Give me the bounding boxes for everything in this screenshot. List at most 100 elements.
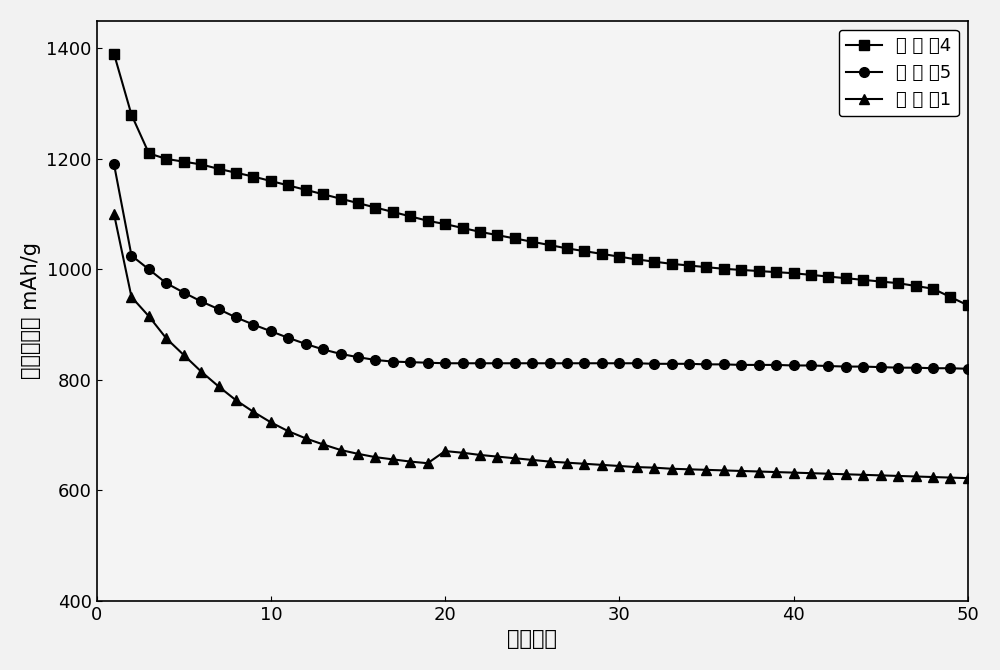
对 比 例1	[840, 470, 852, 478]
对 比 例1	[561, 459, 573, 467]
对 比 例1	[108, 210, 120, 218]
实 施 例4	[544, 241, 556, 249]
实 施 例5	[544, 359, 556, 367]
实 施 例4	[753, 267, 765, 275]
实 施 例4	[962, 302, 974, 310]
对 比 例1	[509, 454, 521, 462]
实 施 例4	[666, 260, 678, 268]
实 施 例5	[387, 358, 399, 366]
实 施 例5	[317, 346, 329, 354]
实 施 例4	[195, 160, 207, 168]
对 比 例1	[613, 462, 625, 470]
实 施 例4	[265, 177, 277, 185]
实 施 例5	[927, 364, 939, 373]
对 比 例1	[335, 446, 347, 454]
实 施 例5	[404, 358, 416, 366]
实 施 例4	[230, 169, 242, 177]
实 施 例5	[230, 314, 242, 322]
实 施 例5	[613, 359, 625, 367]
实 施 例4	[247, 173, 259, 181]
实 施 例5	[788, 361, 800, 369]
实 施 例4	[369, 204, 381, 212]
对 比 例1	[735, 467, 747, 475]
实 施 例4	[561, 245, 573, 253]
对 比 例1	[247, 408, 259, 416]
对 比 例1	[143, 312, 155, 320]
实 施 例4	[143, 149, 155, 157]
对 比 例1	[666, 465, 678, 473]
实 施 例5	[596, 359, 608, 367]
Line: 对 比 例1: 对 比 例1	[109, 209, 973, 483]
实 施 例5	[770, 361, 782, 369]
实 施 例5	[857, 362, 869, 371]
实 施 例5	[944, 364, 956, 373]
对 比 例1	[300, 434, 312, 442]
实 施 例5	[509, 359, 521, 367]
实 施 例5	[683, 360, 695, 368]
对 比 例1	[805, 469, 817, 477]
对 比 例1	[457, 449, 469, 457]
实 施 例5	[143, 265, 155, 273]
实 施 例5	[160, 279, 172, 287]
实 施 例4	[596, 250, 608, 258]
实 施 例4	[770, 268, 782, 276]
Line: 实 施 例4: 实 施 例4	[109, 49, 973, 310]
实 施 例5	[108, 160, 120, 168]
实 施 例5	[666, 360, 678, 368]
实 施 例4	[927, 285, 939, 293]
对 比 例1	[439, 447, 451, 455]
实 施 例5	[631, 359, 643, 367]
对 比 例1	[317, 440, 329, 448]
实 施 例5	[335, 350, 347, 358]
对 比 例1	[753, 468, 765, 476]
实 施 例5	[457, 359, 469, 367]
对 比 例1	[927, 473, 939, 481]
对 比 例1	[352, 450, 364, 458]
实 施 例4	[631, 255, 643, 263]
实 施 例4	[352, 199, 364, 207]
实 施 例4	[300, 186, 312, 194]
对 比 例1	[596, 461, 608, 469]
实 施 例4	[822, 273, 834, 281]
实 施 例4	[439, 220, 451, 228]
对 比 例1	[404, 458, 416, 466]
实 施 例5	[439, 359, 451, 367]
实 施 例4	[613, 253, 625, 261]
对 比 例1	[944, 474, 956, 482]
实 施 例5	[648, 360, 660, 368]
对 比 例1	[213, 383, 225, 391]
对 比 例1	[178, 351, 190, 359]
实 施 例4	[108, 50, 120, 58]
实 施 例5	[892, 364, 904, 372]
实 施 例5	[178, 289, 190, 297]
对 比 例1	[265, 418, 277, 426]
对 比 例1	[195, 368, 207, 376]
Legend: 实 施 例4, 实 施 例5, 对 比 例1: 实 施 例4, 实 施 例5, 对 比 例1	[839, 30, 959, 117]
实 施 例4	[718, 265, 730, 273]
实 施 例4	[892, 279, 904, 287]
实 施 例4	[387, 208, 399, 216]
实 施 例4	[282, 182, 294, 190]
对 比 例1	[544, 458, 556, 466]
实 施 例4	[422, 217, 434, 225]
对 比 例1	[770, 468, 782, 476]
实 施 例4	[457, 224, 469, 232]
实 施 例4	[335, 195, 347, 203]
实 施 例5	[282, 334, 294, 342]
对 比 例1	[422, 459, 434, 467]
对 比 例1	[857, 471, 869, 479]
对 比 例1	[910, 472, 922, 480]
实 施 例4	[404, 212, 416, 220]
对 比 例1	[788, 468, 800, 476]
对 比 例1	[578, 460, 590, 468]
实 施 例5	[875, 363, 887, 371]
对 比 例1	[160, 334, 172, 342]
实 施 例4	[788, 269, 800, 277]
实 施 例5	[369, 356, 381, 364]
对 比 例1	[526, 456, 538, 464]
实 施 例5	[300, 340, 312, 348]
实 施 例4	[683, 261, 695, 269]
实 施 例4	[491, 231, 503, 239]
实 施 例5	[352, 353, 364, 361]
实 施 例5	[213, 305, 225, 313]
